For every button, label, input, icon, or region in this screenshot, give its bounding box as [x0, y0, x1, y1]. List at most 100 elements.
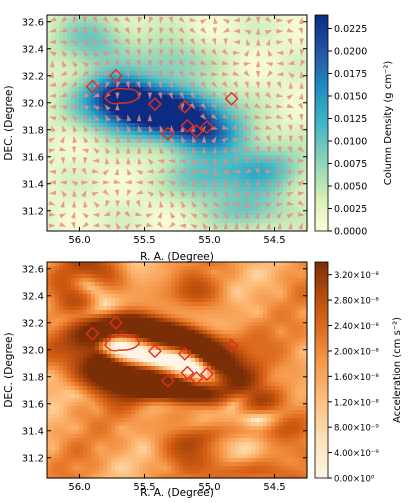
density-cell	[287, 111, 292, 116]
density-cell	[131, 67, 136, 72]
density-cell	[71, 175, 76, 180]
density-cell	[275, 127, 280, 132]
density-cell	[283, 35, 288, 40]
density-cell	[219, 179, 224, 184]
acceleration-cell	[267, 298, 272, 303]
acceleration-cell	[207, 278, 212, 283]
density-cell	[195, 219, 200, 224]
acceleration-cell	[155, 282, 160, 287]
acceleration-cell	[111, 310, 116, 315]
density-cell	[183, 111, 188, 116]
acceleration-cell	[159, 302, 164, 307]
density-cell	[179, 199, 184, 204]
density-cell	[283, 223, 288, 228]
density-cell	[91, 163, 96, 168]
acceleration-cell	[119, 302, 124, 307]
acceleration-cell	[51, 270, 56, 275]
density-cell	[215, 39, 220, 44]
acceleration-cell	[171, 306, 176, 311]
density-cell	[263, 123, 268, 128]
density-cell	[71, 87, 76, 92]
acceleration-cell	[163, 274, 168, 279]
vector-arrow	[178, 70, 185, 78]
density-cell	[247, 143, 252, 148]
vector-arrow	[159, 27, 164, 35]
acceleration-cell	[127, 286, 132, 291]
density-cell	[255, 207, 260, 212]
density-cell	[55, 195, 60, 200]
density-cell	[107, 63, 112, 68]
density-cell	[295, 55, 300, 60]
density-cell	[199, 223, 204, 228]
vector-arrow	[256, 49, 261, 57]
density-cell	[231, 195, 236, 200]
acceleration-cell	[179, 274, 184, 279]
vector-arrow	[48, 200, 56, 206]
density-cell	[263, 119, 268, 124]
vector-arrow	[276, 124, 282, 132]
density-cell	[99, 83, 104, 88]
acceleration-cell	[127, 302, 132, 307]
density-cell	[63, 191, 68, 196]
acceleration-cell	[175, 294, 180, 299]
density-cell	[231, 35, 236, 40]
density-cell	[135, 83, 140, 88]
vector-arrow	[114, 168, 119, 176]
density-cell	[95, 95, 100, 100]
density-cell	[271, 43, 276, 48]
density-cell	[227, 167, 232, 172]
density-cell	[199, 227, 204, 232]
density-cell	[151, 207, 156, 212]
region-contour	[180, 118, 195, 133]
vector-arrow	[180, 124, 185, 132]
density-cell	[195, 95, 200, 100]
density-cell	[271, 147, 276, 152]
density-cell	[271, 63, 276, 68]
vector-arrow	[199, 18, 208, 25]
acceleration-cell	[79, 290, 84, 295]
acceleration-cell	[207, 294, 212, 299]
density-cell	[159, 143, 164, 148]
acceleration-cell	[211, 302, 216, 307]
density-cell	[183, 67, 188, 72]
density-cell	[99, 63, 104, 68]
density-cell	[175, 147, 180, 152]
colorbar-tick-label: 0.0025	[334, 204, 367, 215]
density-cell	[143, 95, 148, 100]
density-cell	[215, 139, 220, 144]
density-cell	[155, 159, 160, 164]
density-cell	[239, 75, 244, 80]
density-cell	[291, 175, 296, 180]
acceleration-cell	[135, 278, 140, 283]
density-cell	[223, 143, 228, 148]
density-cell	[239, 95, 244, 100]
density-cell	[191, 119, 196, 124]
density-cell	[187, 39, 192, 44]
vector-arrow	[189, 37, 195, 46]
acceleration-cell	[143, 262, 148, 267]
density-cell	[263, 67, 268, 72]
density-cell	[303, 227, 308, 232]
density-cell	[183, 23, 188, 28]
density-cell	[151, 83, 156, 88]
vector-arrow	[287, 146, 292, 154]
vector-arrow	[276, 104, 284, 109]
density-cell	[283, 123, 288, 128]
density-cell	[191, 195, 196, 200]
density-cell	[279, 175, 284, 180]
density-cell	[263, 151, 268, 156]
density-cell	[223, 171, 228, 176]
density-cell	[239, 207, 244, 212]
vector-arrow	[299, 81, 304, 89]
acceleration-cell	[251, 270, 256, 275]
density-cell	[295, 219, 300, 224]
density-cell	[131, 19, 136, 24]
density-cell	[295, 107, 300, 112]
density-cell	[191, 15, 196, 20]
density-cell	[71, 63, 76, 68]
density-cell	[155, 111, 160, 116]
density-cell	[115, 35, 120, 40]
acceleration-cell	[47, 290, 52, 295]
density-cell	[223, 167, 228, 172]
density-cell	[55, 227, 60, 232]
